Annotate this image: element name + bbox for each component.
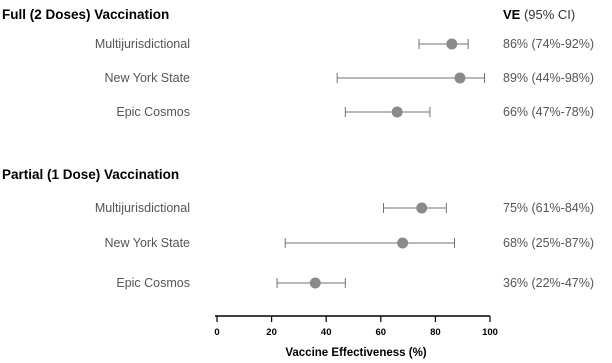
ve-value: 68% (25%-87%)	[503, 236, 594, 250]
row-label: New York State	[105, 71, 191, 85]
ve-point	[309, 277, 321, 289]
x-axis-ticks: 0 20 40 60 80 100	[214, 316, 498, 338]
x-tick-label: 80	[430, 327, 441, 338]
section-title-partial: Partial (1 Dose) Vaccination	[2, 167, 179, 182]
ve-value: 89% (44%-98%)	[503, 71, 594, 85]
ve-point	[454, 72, 466, 84]
ve-point	[391, 106, 403, 118]
ve-point	[416, 202, 428, 214]
x-tick-label: 20	[266, 327, 277, 338]
ve-column-header: VE (95% CI)	[503, 7, 575, 22]
ve-header-ci: (95% CI)	[520, 7, 575, 22]
x-tick-label: 0	[214, 327, 219, 338]
ve-value: 75% (61%-84%)	[503, 201, 594, 215]
row-label: Multijurisdictional	[95, 201, 190, 215]
ve-value: 36% (22%-47%)	[503, 276, 594, 290]
x-tick-label: 100	[482, 327, 498, 338]
x-axis-title: Vaccine Effectiveness (%)	[285, 347, 426, 359]
x-tick-label: 40	[321, 327, 332, 338]
row-label: Multijurisdictional	[95, 37, 190, 51]
ve-point	[446, 38, 458, 50]
section-title-full: Full (2 Doses) Vaccination	[2, 7, 169, 22]
x-tick-label: 60	[376, 327, 387, 338]
ve-point	[397, 237, 409, 249]
ve-value: 66% (47%-78%)	[503, 105, 594, 119]
ve-header-bold: VE	[503, 7, 521, 22]
row-label: New York State	[105, 236, 191, 250]
row-label: Epic Cosmos	[116, 276, 190, 290]
forest-marks	[276, 38, 486, 289]
ve-value: 86% (74%-92%)	[503, 37, 594, 51]
row-label: Epic Cosmos	[116, 105, 190, 119]
